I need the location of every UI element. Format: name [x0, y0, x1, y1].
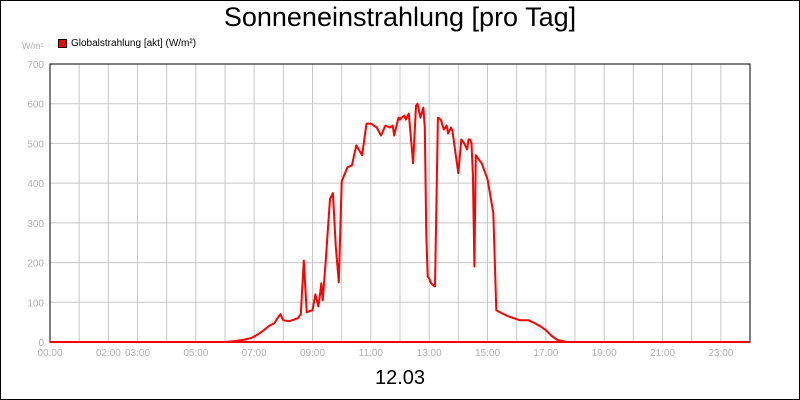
y-tick-label: 300	[27, 219, 44, 230]
x-tick-label: 17:00	[533, 348, 558, 359]
y-tick-label: 200	[27, 259, 44, 270]
x-tick-label: 15:00	[475, 348, 500, 359]
y-tick-label: 700	[27, 60, 44, 71]
x-tick-label: 13:00	[417, 348, 442, 359]
x-tick-label: 00:00	[37, 348, 62, 359]
x-tick-label: 19:00	[592, 348, 617, 359]
series-line-globalstrahlung	[50, 102, 750, 343]
legend-label: Globalstrahlung [akt] (W/m²)	[71, 38, 197, 49]
legend: Globalstrahlung [akt] (W/m²)	[58, 38, 196, 49]
legend-swatch	[58, 39, 67, 48]
x-tick-label: 23:00	[708, 348, 733, 359]
y-axis-unit: W/m²	[22, 41, 44, 51]
x-tick-label: 21:00	[650, 348, 675, 359]
x-tick-label: 05:00	[183, 348, 208, 359]
y-tick-label: 400	[27, 179, 44, 190]
x-tick-label: 02:00	[96, 348, 121, 359]
y-tick-label: 100	[27, 298, 44, 309]
y-tick-label: 500	[27, 139, 44, 150]
x-tick-label: 09:00	[300, 348, 325, 359]
x-tick-label: 11:00	[359, 348, 384, 359]
y-tick-label: 0	[38, 338, 44, 349]
x-tick-label: 07:00	[242, 348, 267, 359]
x-axis-label: 12.03	[374, 367, 426, 389]
y-tick-label: 600	[27, 100, 44, 111]
chart-title: Sonneneinstrahlung [pro Tag]	[223, 2, 577, 32]
x-tick-label: 03:00	[125, 348, 150, 359]
